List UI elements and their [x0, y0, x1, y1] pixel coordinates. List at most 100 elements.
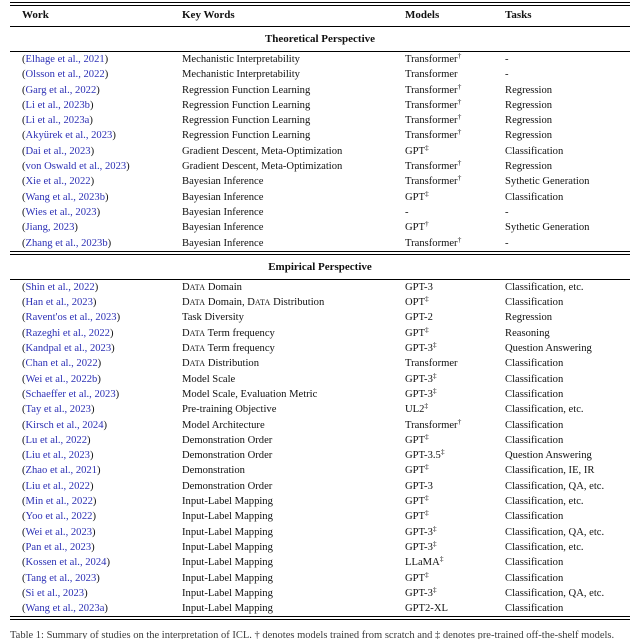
citation-link[interactable]: Li et al., 2023a — [25, 115, 90, 127]
table-row: (Shin et al., 2022) DATA Domain GPT-3 Cl… — [10, 280, 630, 295]
citation-link[interactable]: Wies et al., 2023 — [25, 206, 97, 218]
model-text: GPT-3 — [405, 480, 433, 492]
work-cell: (Ravent'os et al., 2023) — [22, 310, 182, 325]
citation-close-paren: ) — [112, 130, 116, 142]
tasks-cell: Classification, etc. — [505, 541, 584, 553]
citation-close-paren: ) — [97, 373, 101, 385]
citation-link[interactable]: Kirsch et al., 2024 — [25, 419, 104, 431]
table-row: (von Oswald et al., 2023) Gradient Desce… — [10, 159, 630, 174]
citation-link[interactable]: Shin et al., 2022 — [25, 281, 95, 293]
citation-link[interactable]: Chan et al., 2022 — [25, 358, 98, 370]
citation-link[interactable]: Tang et al., 2023 — [25, 572, 97, 584]
table-row: (Wang et al., 2023a) Input-Label Mapping… — [10, 601, 630, 616]
citation-link[interactable]: Dai et al., 2023 — [25, 145, 91, 157]
citation-link[interactable]: Si et al., 2023 — [25, 587, 85, 599]
citation-link[interactable]: Xie et al., 2022 — [25, 176, 91, 188]
work-cell: (Schaeffer et al., 2023) — [22, 387, 182, 402]
citation-link[interactable]: Yoo et al., 2022 — [25, 511, 93, 523]
citation-open-paren: ( — [22, 327, 26, 339]
citation-open-paren: ( — [22, 206, 26, 218]
citation-close-paren: ) — [115, 388, 120, 400]
citation-open-paren: ( — [22, 480, 26, 492]
citation-link[interactable]: Elhage et al., 2021 — [25, 54, 105, 65]
citation-link[interactable]: Garg et al., 2022 — [25, 84, 97, 96]
model-cell: GPT-3‡ — [405, 341, 505, 356]
model-footnote-mark: † — [457, 235, 462, 244]
model-footnote-mark: ‡ — [432, 386, 437, 395]
citation-link[interactable]: Razeghi et al., 2022 — [25, 327, 110, 339]
model-text: Transformer — [405, 419, 458, 431]
table-row: (Wang et al., 2023b) Bayesian Inference … — [10, 190, 630, 205]
model-footnote-mark: ‡ — [440, 448, 445, 457]
citation-close-paren: ) — [104, 69, 109, 81]
citation-close-paren: ) — [96, 206, 101, 218]
model-footnote-mark: ‡ — [432, 539, 437, 548]
citation-link[interactable]: Min et al., 2022 — [25, 496, 93, 508]
citation-link[interactable]: Jiang, 2023 — [25, 222, 75, 234]
keywords-cell: Regression Function Learning — [182, 115, 311, 127]
work-cell: (Xie et al., 2022) — [22, 174, 182, 189]
model-footnote-mark: † — [457, 417, 462, 426]
section-title: Theoretical Perspective — [264, 33, 376, 45]
citation-open-paren: ( — [22, 388, 26, 400]
table-row: (Liu et al., 2022) Demonstration Order G… — [10, 479, 630, 494]
citation-link[interactable]: Li et al., 2023b — [25, 99, 90, 111]
keywords-cell: Input-Label Mapping — [182, 511, 273, 523]
citation-link[interactable]: Wang et al., 2023a — [25, 603, 105, 615]
citation-link[interactable]: Han et al., 2023 — [25, 297, 93, 309]
citation-link[interactable]: von Oswald et al., 2023 — [25, 161, 127, 173]
model-cell: Transformer† — [405, 128, 505, 143]
citation-open-paren: ( — [22, 281, 26, 293]
citation-open-paren: ( — [22, 511, 26, 523]
citation-close-paren: ) — [126, 161, 130, 173]
citation-link[interactable]: Wang et al., 2023b — [25, 191, 105, 203]
citation-open-paren: ( — [22, 161, 26, 173]
model-footnote-mark: ‡ — [424, 402, 429, 411]
table-row: (Kandpal et al., 2023) DATA Term frequen… — [10, 341, 630, 356]
section-end-rule — [10, 616, 630, 621]
model-footnote-mark: ‡ — [432, 585, 437, 594]
citation-link[interactable]: Zhang et al., 2023b — [25, 237, 108, 249]
table-row: (Li et al., 2023a) Regression Function L… — [10, 113, 630, 128]
citation-link[interactable]: Tay et al., 2023 — [25, 404, 91, 416]
citation-close-paren: ) — [90, 404, 95, 416]
citation-link[interactable]: Olsson et al., 2022 — [25, 69, 105, 81]
model-cell: Transformer† — [405, 236, 505, 251]
model-cell: GPT† — [405, 220, 505, 235]
model-text: OPT — [405, 297, 426, 309]
citation-open-paren: ( — [22, 84, 26, 96]
citation-close-paren: ) — [111, 343, 115, 355]
model-footnote-mark: ‡ — [425, 463, 429, 472]
work-cell: (Liu et al., 2023) — [22, 448, 182, 463]
citation-link[interactable]: Akyürek et al., 2023 — [25, 130, 113, 142]
keywords-cell: Gradient Descent, Meta-Optimization — [182, 145, 343, 157]
citation-link[interactable]: Liu et al., 2023 — [25, 450, 90, 462]
model-text: GPT — [405, 434, 426, 446]
citation-link[interactable]: Ravent'os et al., 2023 — [25, 312, 117, 324]
citation-link[interactable]: Schaeffer et al., 2023 — [25, 388, 116, 400]
model-text: GPT-3 — [405, 373, 433, 385]
citation-close-paren: ) — [105, 191, 109, 203]
table-row: (Garg et al., 2022) Regression Function … — [10, 83, 630, 98]
keywords-cell: Model Scale — [182, 373, 236, 385]
work-cell: (Tay et al., 2023) — [22, 402, 182, 417]
model-cell: GPT‡ — [405, 494, 505, 509]
keywords-cell: Mechanistic Interpretability — [182, 54, 300, 65]
citation-link[interactable]: Wei et al., 2022b — [25, 373, 98, 385]
citation-link[interactable]: Wei et al., 2023 — [25, 526, 93, 538]
citation-link[interactable]: Kossen et al., 2024 — [25, 557, 107, 569]
citation-link[interactable]: Zhao et al., 2021 — [25, 465, 98, 477]
work-cell: (Kirsch et al., 2024) — [22, 418, 182, 433]
citation-link[interactable]: Liu et al., 2022 — [25, 480, 90, 492]
section-title-rule — [10, 278, 630, 280]
keywords-cell: Bayesian Inference — [182, 191, 264, 203]
citation-open-paren: ( — [22, 450, 26, 462]
citation-link[interactable]: Pan et al., 2023 — [25, 541, 92, 553]
tasks-cell: - — [505, 69, 509, 81]
citation-open-paren: ( — [22, 130, 26, 142]
citation-link[interactable]: Kandpal et al., 2023 — [25, 343, 112, 355]
table-row: (Si et al., 2023) Input-Label Mapping GP… — [10, 586, 630, 601]
table-caption: Table 1: Summary of studies on the inter… — [10, 630, 615, 639]
model-text: GPT-3 — [405, 526, 433, 538]
citation-link[interactable]: Lu et al., 2022 — [25, 434, 88, 446]
